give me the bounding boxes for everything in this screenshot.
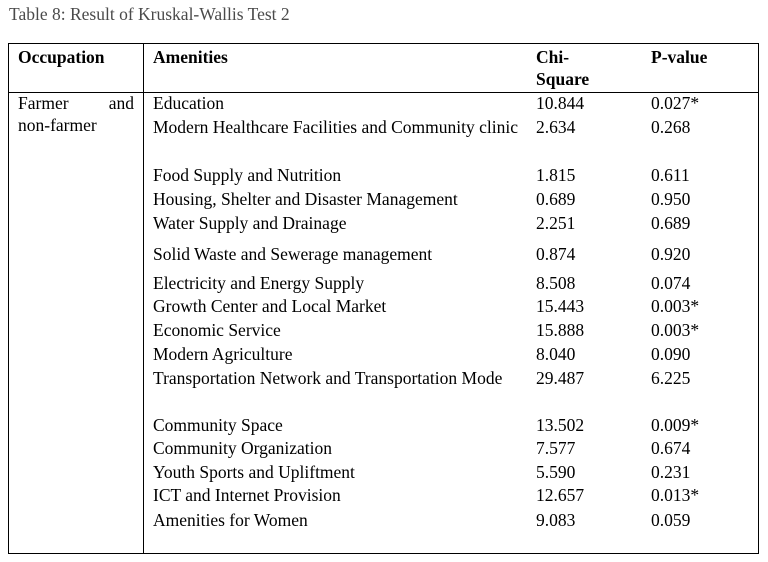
amenity-cell: Economic Service xyxy=(153,320,281,340)
header-occupation: Occupation xyxy=(18,47,105,67)
p-value-cell: 0.611 xyxy=(651,165,690,185)
amenity-cell: Housing, Shelter and Disaster Management xyxy=(153,189,458,209)
header-chi-line1: Chi- xyxy=(536,47,570,67)
amenity-cell: Education xyxy=(153,93,224,113)
amenity-cell: Modern Healthcare Facilities and Communi… xyxy=(153,117,518,137)
occupation-word-farmer: Farmer xyxy=(18,93,69,113)
p-value-cell: 0.090 xyxy=(651,344,691,364)
table-caption: Table 8: Result of Kruskal-Wallis Test 2 xyxy=(9,4,290,24)
chi-square-cell: 12.657 xyxy=(536,485,585,505)
occupation-line1: Farmer and xyxy=(18,92,134,114)
header-amenities: Amenities xyxy=(153,47,228,67)
amenity-cell: Solid Waste and Sewerage management xyxy=(153,244,433,264)
column-divider xyxy=(143,44,144,553)
p-value-cell: 0.027* xyxy=(651,93,700,113)
chi-square-cell: 0.874 xyxy=(536,244,576,264)
amenity-cell: Community Space xyxy=(153,415,283,435)
p-value-cell: 0.268 xyxy=(651,117,691,137)
chi-square-cell: 5.590 xyxy=(536,462,576,482)
amenity-cell: Youth Sports and Upliftment xyxy=(153,462,355,482)
p-value-cell: 0.013* xyxy=(651,485,700,505)
occupation-line2: non-farmer xyxy=(18,115,97,135)
amenity-cell: ICT and Internet Provision xyxy=(153,485,341,505)
amenity-cell: Community Organization xyxy=(153,438,333,458)
amenity-cell: Modern Agriculture xyxy=(153,344,293,364)
header-divider xyxy=(9,92,758,93)
chi-square-cell: 8.508 xyxy=(536,273,576,293)
header-chi-line2: Square xyxy=(536,69,590,89)
occupation-word-and: and xyxy=(108,93,134,113)
p-value-cell: 0.074 xyxy=(651,273,691,293)
amenity-cell: Electricity and Energy Supply xyxy=(153,273,365,293)
p-value-cell: 0.231 xyxy=(651,462,691,482)
chi-square-cell: 2.251 xyxy=(536,213,576,233)
chi-square-cell: 29.487 xyxy=(536,368,585,388)
chi-square-cell: 8.040 xyxy=(536,344,576,364)
chi-square-cell: 15.443 xyxy=(536,296,585,316)
p-value-cell: 0.003* xyxy=(651,320,700,340)
chi-square-cell: 2.634 xyxy=(536,117,576,137)
p-value-cell: 0.009* xyxy=(651,415,700,435)
kruskal-wallis-table: Occupation Amenities Chi- Square P-value… xyxy=(8,43,759,554)
amenity-cell: Water Supply and Drainage xyxy=(153,213,347,233)
p-value-cell: 0.059 xyxy=(651,510,691,530)
header-chi-square: Chi- Square xyxy=(536,46,589,90)
header-p-value: P-value xyxy=(651,47,708,67)
chi-square-cell: 15.888 xyxy=(536,320,585,340)
chi-square-cell: 7.577 xyxy=(536,438,576,458)
p-value-cell: 0.950 xyxy=(651,189,691,209)
amenity-cell: Food Supply and Nutrition xyxy=(153,165,342,185)
amenity-cell: Growth Center and Local Market xyxy=(153,296,387,316)
chi-square-cell: 13.502 xyxy=(536,415,585,435)
p-value-cell: 0.674 xyxy=(651,438,691,458)
p-value-cell: 0.003* xyxy=(651,296,700,316)
occupation-cell: Farmer and non-farmer xyxy=(18,92,134,136)
chi-square-cell: 10.844 xyxy=(536,93,585,113)
p-value-cell: 0.689 xyxy=(651,213,691,233)
chi-square-cell: 9.083 xyxy=(536,510,576,530)
p-value-cell: 6.225 xyxy=(651,368,691,388)
p-value-cell: 0.920 xyxy=(651,244,691,264)
amenity-cell: Transportation Network and Transportatio… xyxy=(153,368,503,388)
chi-square-cell: 0.689 xyxy=(536,189,576,209)
amenity-cell: Amenities for Women xyxy=(153,510,308,530)
chi-square-cell: 1.815 xyxy=(536,165,576,185)
